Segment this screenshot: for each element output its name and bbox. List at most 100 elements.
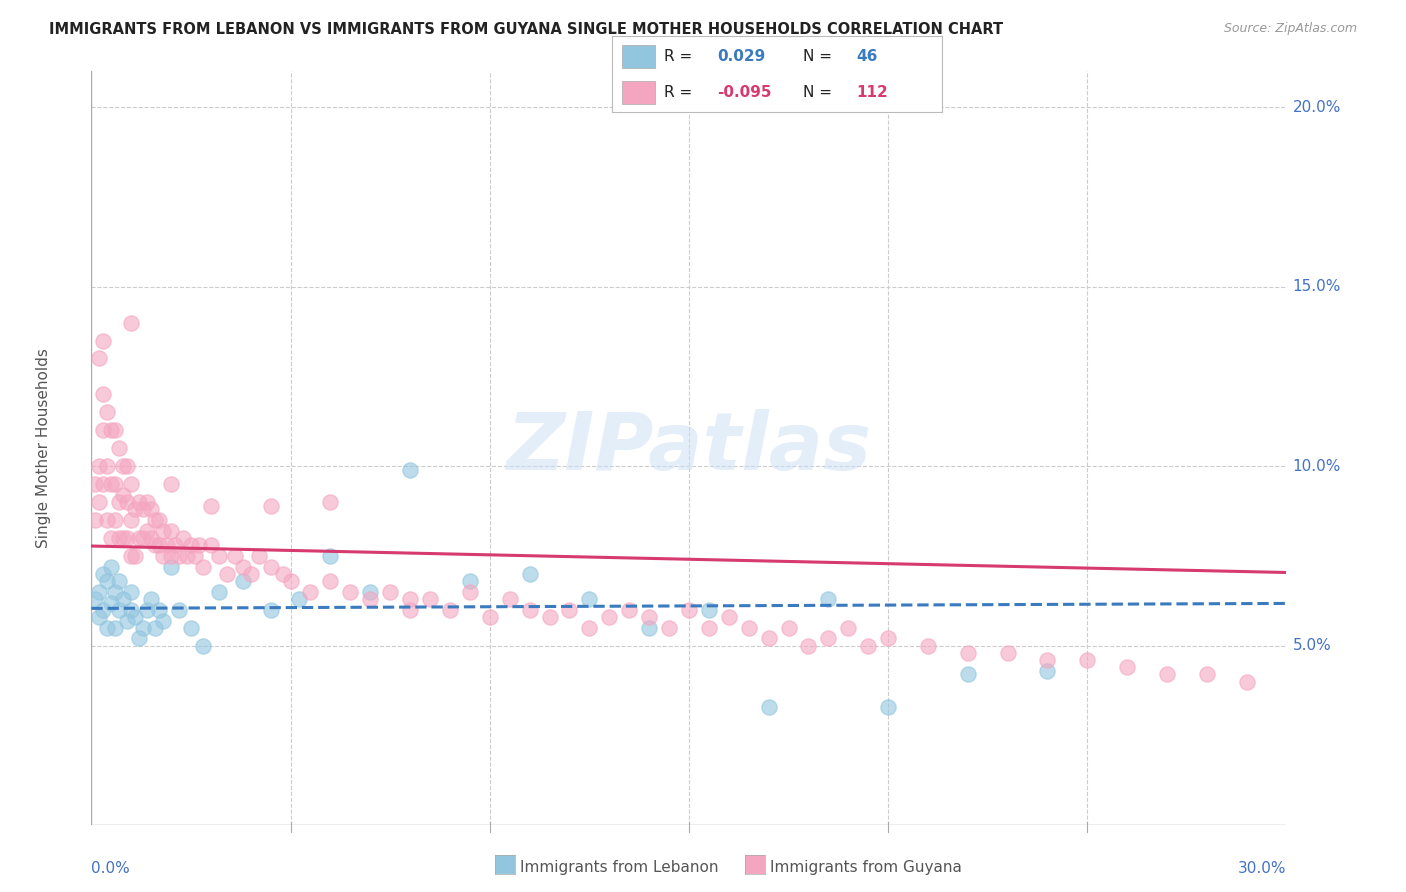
Point xyxy=(152,524,174,538)
Point xyxy=(478,610,501,624)
Point xyxy=(232,559,254,574)
Point xyxy=(84,477,107,491)
Text: R =: R = xyxy=(665,85,693,100)
Point xyxy=(93,603,115,617)
Point xyxy=(104,621,127,635)
Point xyxy=(1036,664,1059,678)
Point xyxy=(128,632,150,646)
Text: 0.029: 0.029 xyxy=(717,49,766,63)
Point xyxy=(163,538,186,552)
Text: Immigrants from Lebanon: Immigrants from Lebanon xyxy=(520,860,718,874)
Point xyxy=(299,584,322,599)
Point xyxy=(758,632,780,646)
Point xyxy=(104,423,127,437)
Point xyxy=(124,549,146,563)
Point xyxy=(1036,653,1059,667)
Point xyxy=(143,513,166,527)
Point xyxy=(160,524,183,538)
Point xyxy=(115,531,138,545)
Point xyxy=(658,621,681,635)
Text: 5.0%: 5.0% xyxy=(1292,638,1331,653)
Point xyxy=(136,603,159,617)
Point xyxy=(172,531,194,545)
Point xyxy=(89,495,111,509)
Point xyxy=(439,603,461,617)
Point xyxy=(1195,667,1218,681)
Point xyxy=(112,459,135,474)
Point xyxy=(96,405,118,419)
Point xyxy=(180,621,202,635)
Point xyxy=(498,592,520,607)
Point xyxy=(120,477,142,491)
Point xyxy=(152,549,174,563)
Point xyxy=(359,592,381,607)
Bar xyxy=(621,81,655,104)
Point xyxy=(143,621,166,635)
Point xyxy=(148,513,170,527)
Point xyxy=(108,442,131,455)
Point xyxy=(100,596,122,610)
Point xyxy=(259,559,281,574)
Point xyxy=(115,495,138,509)
Point xyxy=(89,351,111,366)
Text: IMMIGRANTS FROM LEBANON VS IMMIGRANTS FROM GUYANA SINGLE MOTHER HOUSEHOLDS CORRE: IMMIGRANTS FROM LEBANON VS IMMIGRANTS FR… xyxy=(49,22,1004,37)
Point xyxy=(136,524,159,538)
Text: Single Mother Households: Single Mother Households xyxy=(37,348,51,549)
Text: 15.0%: 15.0% xyxy=(1292,279,1341,294)
Text: R =: R = xyxy=(665,49,693,63)
Point xyxy=(619,603,641,617)
Point xyxy=(112,531,135,545)
Point xyxy=(378,584,402,599)
Point xyxy=(100,531,122,545)
Point xyxy=(598,610,620,624)
Text: 46: 46 xyxy=(856,49,877,63)
Point xyxy=(519,603,541,617)
Point xyxy=(578,592,600,607)
Point xyxy=(141,531,162,545)
Point xyxy=(837,621,859,635)
Point xyxy=(148,538,170,552)
Point xyxy=(271,566,294,581)
Point xyxy=(678,603,700,617)
Point xyxy=(578,621,600,635)
Point xyxy=(184,549,207,563)
Point xyxy=(120,584,142,599)
Point xyxy=(108,531,131,545)
Point xyxy=(112,488,135,502)
Point xyxy=(399,463,422,477)
Point xyxy=(215,566,238,581)
Point xyxy=(259,499,281,513)
Point xyxy=(208,584,231,599)
Point xyxy=(638,621,661,635)
Point xyxy=(638,610,661,624)
Point xyxy=(132,621,155,635)
Point xyxy=(108,603,131,617)
Text: Source: ZipAtlas.com: Source: ZipAtlas.com xyxy=(1223,22,1357,36)
Point xyxy=(259,603,281,617)
Point xyxy=(956,646,979,660)
Point xyxy=(148,603,170,617)
Point xyxy=(104,513,127,527)
Point xyxy=(817,592,839,607)
Point xyxy=(176,549,198,563)
Text: ZIPatlas: ZIPatlas xyxy=(506,409,872,487)
Point xyxy=(419,592,441,607)
Point xyxy=(287,592,309,607)
Point xyxy=(84,592,107,607)
Point xyxy=(458,574,481,588)
Point xyxy=(93,334,115,348)
Text: N =: N = xyxy=(803,49,832,63)
Point xyxy=(1116,660,1139,674)
Point xyxy=(136,495,159,509)
Text: 112: 112 xyxy=(856,85,887,100)
Point xyxy=(124,502,146,516)
Text: 0.0%: 0.0% xyxy=(91,862,131,876)
Point xyxy=(108,574,131,588)
Point xyxy=(152,614,174,628)
Point xyxy=(96,621,118,635)
Point xyxy=(167,549,190,563)
Point xyxy=(191,559,214,574)
Point xyxy=(956,667,979,681)
Point xyxy=(120,513,142,527)
Point xyxy=(100,559,122,574)
